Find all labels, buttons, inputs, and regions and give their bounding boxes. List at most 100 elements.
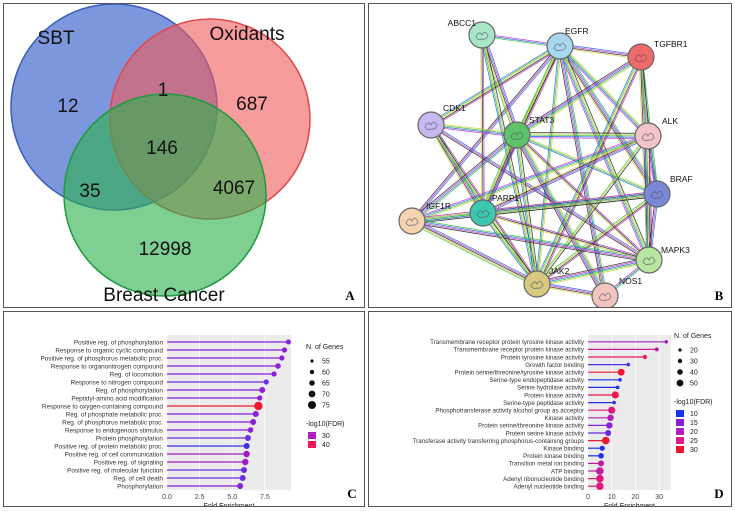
x-axis-label: Fold Enrichment	[204, 503, 255, 506]
enrichment-chart-c-panel: C 0.0 2.5 5.0 7.5 Fold Enrichment Positive re…	[3, 311, 365, 510]
protein-structure-icon	[642, 256, 656, 266]
network-edge	[560, 44, 642, 57]
network-edge	[537, 136, 650, 286]
network-edge	[516, 55, 641, 135]
network-edge	[517, 132, 649, 134]
lollipop-dot	[607, 414, 614, 421]
lollipop-dot	[642, 354, 648, 360]
category-label: Serine-type peptidase activity	[503, 400, 585, 407]
network-edge	[535, 134, 648, 284]
category-label: Transition metal ion binding	[509, 461, 585, 468]
size-legend-label: 30	[690, 359, 698, 366]
network-edge	[431, 46, 561, 127]
network-edge	[481, 34, 484, 214]
x-tick-label: 10	[608, 494, 616, 501]
lollipop-dot	[612, 400, 616, 405]
network-edge	[516, 135, 648, 138]
network-node-label: BRAF	[670, 174, 693, 184]
network-edge	[537, 262, 650, 287]
category-label: ATP binding	[551, 468, 585, 475]
size-legend-label: 75	[322, 403, 330, 410]
network-edge	[431, 122, 518, 134]
network-node-label: NOS1	[619, 276, 642, 286]
network-edge	[516, 134, 650, 261]
category-label: Response to organic cyclic compound	[55, 347, 163, 354]
network-node-label: ABCC1	[448, 18, 477, 28]
lollipop-dot	[241, 467, 248, 473]
color-legend-title: -log10(FDR)	[674, 399, 713, 406]
network-edge	[639, 57, 649, 261]
network-edge	[516, 56, 642, 136]
protein-structure-icon	[510, 131, 524, 141]
network-edge	[560, 45, 607, 296]
network-edge	[516, 137, 648, 139]
network-node-alk: ALK	[634, 116, 678, 150]
network-edge	[411, 221, 537, 286]
network-edge	[412, 136, 649, 222]
lollipop-dot	[598, 453, 604, 459]
network-edge	[558, 46, 649, 261]
category-label: Response to oxygen-containing compound	[42, 403, 164, 410]
category-label: Peptidyl-amino acid modification	[71, 395, 163, 402]
category-label: Transmembrane receptor protein kinase ac…	[454, 347, 585, 354]
category-label: Transferase activity transferring phosph…	[413, 438, 584, 445]
lollipop-dot	[615, 385, 620, 390]
protein-structure-icon	[405, 217, 419, 227]
lollipop-dot	[242, 458, 249, 466]
network-edge	[412, 135, 518, 222]
network-edge	[559, 47, 641, 60]
size-legend-label: 65	[322, 381, 330, 388]
network-edge	[560, 43, 642, 56]
x-tick-label: 0.0	[162, 494, 172, 501]
color-legend-title: -log10(FDR)	[306, 421, 345, 428]
network-edge	[558, 46, 605, 297]
network-edge	[483, 136, 649, 214]
color-legend-swatch	[676, 428, 684, 435]
size-legend-title: N. of Genes	[674, 333, 712, 340]
x-tick-label: 20	[632, 494, 640, 501]
lollipop-dot	[239, 475, 246, 481]
network-node-label: TGFBR1	[654, 39, 688, 49]
network-diagram: ABCC1 EGFR TGFBR1 CDK1 STAT3 ALK BRAF IGF1R PARP…	[398, 18, 724, 310]
network-edge	[412, 219, 650, 260]
lollipop-dot	[608, 406, 616, 414]
category-label: Positive reg. of signaling	[94, 459, 164, 466]
venn-label-sbt: SBT	[38, 28, 75, 49]
color-legend-label: 15	[690, 420, 698, 427]
protein-structure-icon	[650, 190, 664, 200]
lollipop-dot	[259, 387, 266, 393]
network-edge	[515, 54, 640, 134]
color-legend-swatch	[676, 437, 684, 444]
network-edge	[560, 45, 649, 136]
lollipop-dot	[601, 436, 610, 445]
size-legend-label: 55	[322, 359, 330, 366]
network-node-label: STAT3	[529, 115, 554, 125]
color-legend-label: 30	[322, 433, 330, 440]
lollipop-dot	[599, 445, 605, 451]
category-label: Protein phosphorylation	[96, 435, 164, 442]
network-edge	[410, 222, 537, 287]
network-edge	[483, 137, 649, 216]
network-edge	[559, 45, 650, 261]
network-edge	[483, 212, 538, 284]
x-tick-label: 30	[655, 494, 663, 501]
network-node-igf1r: IGF1R	[398, 201, 451, 235]
category-label: Positive reg. of protein metabolic proc.	[54, 443, 163, 450]
network-edge	[430, 126, 517, 138]
category-label: Protein kinase activity	[524, 392, 585, 399]
size-legend-label: 50	[690, 381, 698, 388]
category-label: Protein serine kinase activity	[506, 430, 585, 437]
category-label: Protein serine/threonine kinase activity	[478, 423, 585, 430]
network-panel: ABCC1 EGFR TGFBR1 CDK1 STAT3 ALK BRAF IGF1R PARP…	[368, 3, 732, 310]
network-edge	[516, 134, 649, 137]
lollipop-dot	[237, 483, 244, 489]
network-edge	[517, 134, 607, 296]
network-edge	[536, 258, 649, 284]
network-edge	[412, 46, 562, 223]
protein-structure-icon	[641, 132, 655, 142]
protein-structure-icon	[476, 209, 490, 219]
network-edge	[411, 134, 517, 221]
x-tick-label: 0	[586, 494, 590, 501]
panel-letter-a: A	[345, 288, 355, 303]
x-tick-label: 7.5	[260, 494, 270, 501]
